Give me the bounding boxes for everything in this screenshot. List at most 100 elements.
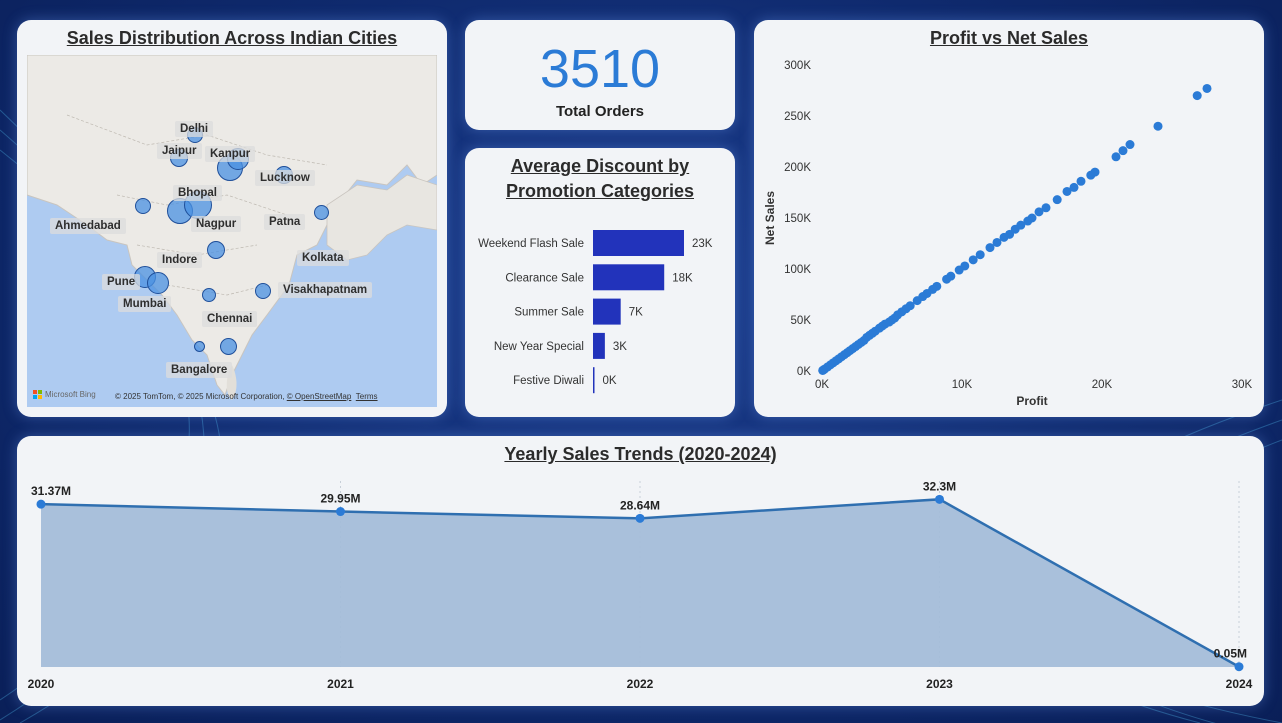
scatter-point	[912, 296, 922, 306]
city-bubble[interactable]	[314, 205, 329, 220]
city-label-indore: Indore	[157, 252, 203, 268]
city-bubble[interactable]	[194, 341, 205, 352]
bar-category-label: Weekend Flash Sale	[478, 238, 584, 250]
city-label-bhopal: Bhopal	[173, 185, 222, 201]
city-label-visakhapatnam: Visakhapatnam	[278, 282, 373, 298]
discount-bar-chart[interactable]: Weekend Flash Sale 23K Clearance Sale 18K Su…	[465, 148, 735, 417]
city-bubble[interactable]	[207, 241, 225, 259]
discount-bar	[593, 264, 665, 291]
city-bubble[interactable]	[220, 338, 237, 355]
scatter-point	[954, 265, 964, 275]
scatter-point	[1023, 216, 1033, 226]
terms-link[interactable]: Terms	[355, 392, 378, 401]
trend-data-label: 31.37M	[31, 484, 71, 498]
attribution-text: © 2025 TomTom, © 2025 Microsoft Corporat…	[115, 392, 285, 401]
bing-logo: Microsoft Bing	[33, 390, 96, 399]
trend-chart-title: Yearly Sales Trends (2020-2024)	[504, 444, 777, 464]
trend-data-label: 28.64M	[620, 498, 660, 512]
scatter-point	[968, 255, 978, 265]
x-tick-label: 2021	[327, 677, 354, 691]
city-label-kolkata: Kolkata	[297, 250, 349, 266]
total-orders-label: Total Orders	[555, 103, 645, 120]
scatter-point	[1069, 182, 1079, 192]
trend-data-label: 29.95M	[320, 492, 360, 506]
scatter-point	[985, 243, 995, 253]
bar-data-label: 0K	[603, 375, 617, 387]
city-bubble[interactable]	[255, 283, 271, 299]
y-axis-label: Net Sales	[763, 191, 777, 245]
bar-data-label: 18K	[672, 272, 693, 284]
area-fill	[41, 499, 1239, 667]
trend-data-label: 0.05M	[1214, 647, 1247, 661]
x-axis-label: Profit	[1016, 394, 1047, 408]
x-tick-label: 2024	[1226, 677, 1253, 691]
scatter-point	[1125, 140, 1135, 150]
bar-data-label: 23K	[692, 238, 713, 250]
scatter-point	[1062, 186, 1072, 196]
y-tick-label: 300K	[784, 60, 811, 72]
city-label-bangalore: Bangalore	[166, 362, 233, 378]
discount-bar	[593, 367, 595, 394]
discount-bar	[593, 298, 621, 325]
scatter-chart-panel: Profit vs Net Sales 0K 50K 100K 150K 200K 250…	[754, 20, 1264, 417]
city-label-chennai: Chennai	[202, 311, 258, 327]
scatter-point	[1118, 146, 1128, 156]
y-tick-label: 150K	[784, 213, 811, 225]
x-tick-label: 2022	[627, 677, 654, 691]
osm-link[interactable]: © OpenStreetMap	[286, 392, 352, 401]
y-tick-label: 250K	[784, 111, 811, 123]
city-label-ahmedabad: Ahmedabad	[50, 218, 126, 234]
yearly-sales-area-chart[interactable]: 31.37M 2020 29.95M 2021 28.64M 2022 32.3M 2023 0…	[17, 436, 1264, 706]
bing-label: Microsoft Bing	[45, 390, 96, 399]
scatter-point	[999, 232, 1009, 242]
scatter-point	[1041, 203, 1051, 213]
x-tick-label: 2020	[28, 677, 55, 691]
city-label-patna: Patna	[264, 214, 306, 230]
scatter-chart-title: Profit vs Net Sales	[929, 28, 1089, 48]
trend-point	[935, 494, 944, 504]
scatter-point	[942, 274, 952, 284]
bar-data-label: 7K	[629, 307, 643, 319]
trend-point	[635, 513, 645, 523]
scatter-point	[1034, 207, 1044, 217]
india-map[interactable]: Delhi Jaipur Kanpur Lucknow Bhopal Ahmed…	[27, 55, 437, 407]
trend-point	[36, 499, 46, 509]
map-attribution: © 2025 TomTom, © 2025 Microsoft Corporat…	[115, 392, 378, 401]
trend-point	[336, 507, 345, 517]
city-label-pune: Pune	[102, 274, 141, 290]
microsoft-logo-icon	[33, 390, 42, 399]
bar-category-label: Clearance Sale	[505, 272, 584, 284]
x-tick-label: 20K	[1092, 379, 1113, 391]
city-label-mumbai: Mumbai	[118, 296, 172, 312]
city-label-nagpur: Nagpur	[191, 216, 242, 232]
scatter-point	[1076, 176, 1086, 186]
trend-chart-panel: Yearly Sales Trends (2020-2024) 31.37M 20…	[17, 436, 1264, 706]
city-bubble[interactable]	[202, 288, 216, 302]
discount-chart-panel: Average Discount by Promotion Categories…	[465, 148, 735, 417]
total-orders-value: 3510	[539, 39, 661, 99]
scatter-point	[1153, 121, 1163, 131]
x-tick-label: 30K	[1232, 379, 1253, 391]
city-label-kanpur: Kanpur	[205, 146, 256, 162]
profit-vs-sales-scatter[interactable]: 0K 50K 100K 150K 200K 250K 300K 0K 10K 20K 30K Prof…	[754, 20, 1264, 417]
bar-data-label: 3K	[613, 341, 627, 353]
bar-category-label: Festive Diwali	[513, 375, 584, 387]
scatter-point	[975, 250, 985, 260]
trend-point	[1234, 662, 1244, 672]
bar-category-label: New Year Special	[494, 341, 584, 353]
scatter-point	[1052, 195, 1062, 205]
trend-data-label: 32.3M	[923, 479, 956, 493]
discount-bar	[593, 230, 684, 256]
city-bubble[interactable]	[147, 272, 169, 294]
map-panel: Sales Distribution Across Indian Cities	[17, 20, 447, 417]
city-bubble[interactable]	[135, 198, 151, 214]
y-tick-label: 0K	[797, 366, 811, 378]
scatter-point	[1111, 152, 1121, 162]
y-tick-label: 200K	[784, 162, 811, 174]
x-tick-label: 2023	[926, 677, 953, 691]
city-label-delhi: Delhi	[175, 121, 214, 137]
bar-category-label: Summer Sale	[514, 307, 584, 319]
scatter-point	[1086, 170, 1096, 180]
scatter-point	[1192, 91, 1202, 101]
discount-bar	[593, 332, 605, 359]
